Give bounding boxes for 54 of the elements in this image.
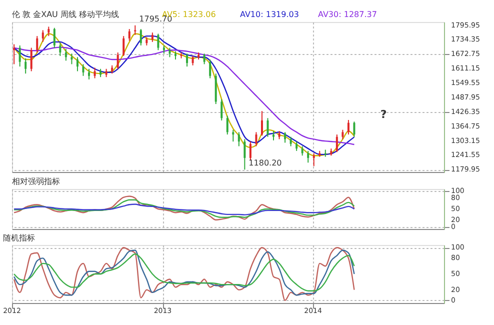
chart-title: 随机指标 xyxy=(3,234,36,243)
candlestick xyxy=(290,136,292,147)
candlestick xyxy=(24,58,27,74)
line-series xyxy=(13,204,355,216)
candlestick xyxy=(266,118,269,138)
candlestick xyxy=(88,68,90,80)
candlestick xyxy=(30,47,32,72)
candlestick xyxy=(116,52,119,70)
candlestick xyxy=(157,33,160,51)
candlestick xyxy=(260,110,263,136)
candlestick xyxy=(301,146,304,156)
candlestick xyxy=(347,119,350,135)
candlestick xyxy=(226,115,228,135)
candlestick xyxy=(76,56,78,72)
candlestick xyxy=(82,64,84,76)
chart-title: 相对强弱指标 xyxy=(12,176,60,186)
candlestick xyxy=(255,132,258,147)
text: AV30: 1287.37 xyxy=(318,10,377,19)
candlestick xyxy=(272,130,275,141)
candlestick xyxy=(203,53,206,65)
chart-title: 伦 敦 金XAU 周线 移动平均线 xyxy=(12,10,119,19)
candlestick xyxy=(151,32,154,42)
candlestick xyxy=(134,24,136,36)
text: AV10: 1319.03 xyxy=(240,10,299,19)
candlestick xyxy=(140,28,142,46)
candlestick xyxy=(186,53,188,68)
candlestick xyxy=(36,36,38,53)
candlestick xyxy=(94,67,96,79)
candlestick xyxy=(220,98,223,121)
candlestick xyxy=(307,150,310,164)
candlestick xyxy=(209,59,212,79)
candlestick xyxy=(336,134,338,153)
candlestick xyxy=(18,44,21,68)
annotation: 1180.20 xyxy=(248,158,282,168)
candlestick xyxy=(238,132,240,147)
candlestick xyxy=(70,53,73,65)
candlestick xyxy=(128,28,130,42)
candlestick xyxy=(342,129,344,140)
candlestick xyxy=(249,141,252,161)
candlestick xyxy=(53,27,56,48)
candlestick xyxy=(244,138,246,170)
candlestick xyxy=(353,121,356,138)
candlestick xyxy=(42,30,44,42)
candlestick xyxy=(232,129,234,142)
candlestick xyxy=(192,55,194,66)
candlestick xyxy=(168,47,171,58)
candlestick xyxy=(122,36,125,56)
candlestick xyxy=(48,26,50,37)
candlestick xyxy=(296,141,298,152)
candlestick xyxy=(59,42,62,56)
candlestick xyxy=(312,152,315,167)
candlestick xyxy=(284,132,286,144)
candlestick xyxy=(64,48,67,62)
annotation: ? xyxy=(380,108,387,121)
